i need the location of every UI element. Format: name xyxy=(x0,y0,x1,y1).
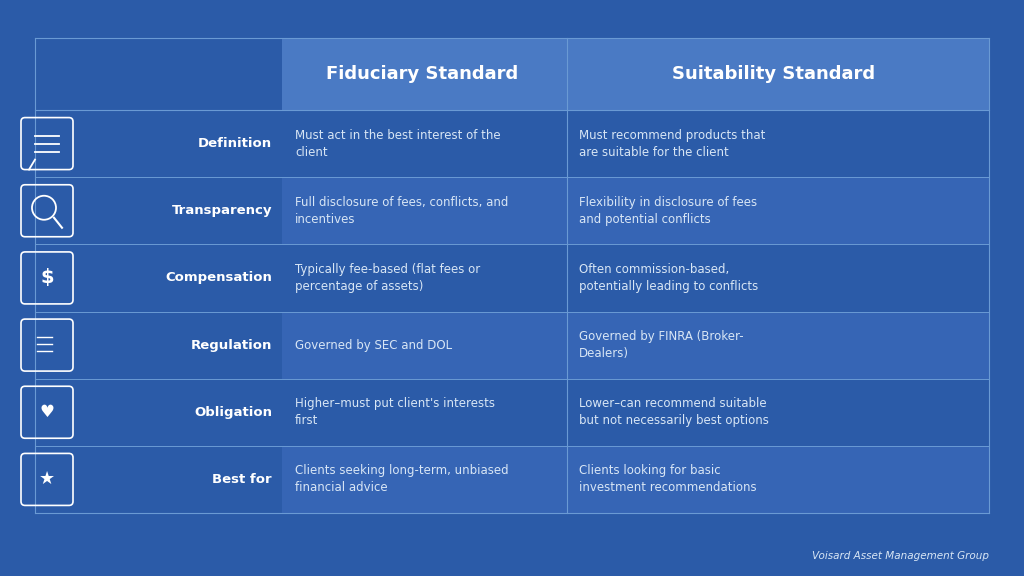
Text: Typically fee-based (flat fees or
percentage of assets): Typically fee-based (flat fees or percen… xyxy=(295,263,480,293)
Text: Obligation: Obligation xyxy=(194,406,272,419)
Text: Best for: Best for xyxy=(212,473,272,486)
Text: Often commission-based,
potentially leading to conflicts: Often commission-based, potentially lead… xyxy=(579,263,758,293)
Text: Must act in the best interest of the
client: Must act in the best interest of the cli… xyxy=(295,128,501,158)
Text: Clients looking for basic
investment recommendations: Clients looking for basic investment rec… xyxy=(579,464,757,494)
FancyBboxPatch shape xyxy=(282,244,989,312)
Text: Flexibility in disclosure of fees
and potential conflicts: Flexibility in disclosure of fees and po… xyxy=(579,196,757,226)
Text: Clients seeking long-term, unbiased
financial advice: Clients seeking long-term, unbiased fina… xyxy=(295,464,509,494)
Text: Compensation: Compensation xyxy=(165,271,272,285)
FancyBboxPatch shape xyxy=(282,378,989,446)
FancyBboxPatch shape xyxy=(282,312,989,378)
Text: Governed by FINRA (Broker-
Dealers): Governed by FINRA (Broker- Dealers) xyxy=(579,330,743,360)
Text: Full disclosure of fees, conflicts, and
incentives: Full disclosure of fees, conflicts, and … xyxy=(295,196,508,226)
Text: Lower–can recommend suitable
but not necessarily best options: Lower–can recommend suitable but not nec… xyxy=(579,397,769,427)
Text: Must recommend products that
are suitable for the client: Must recommend products that are suitabl… xyxy=(579,128,765,158)
Text: Higher–must put client's interests
first: Higher–must put client's interests first xyxy=(295,397,495,427)
Text: Transparency: Transparency xyxy=(171,204,272,217)
Text: Voisard Asset Management Group: Voisard Asset Management Group xyxy=(812,551,989,561)
FancyBboxPatch shape xyxy=(282,177,989,244)
Text: Fiduciary Standard: Fiduciary Standard xyxy=(327,65,518,83)
FancyBboxPatch shape xyxy=(282,38,989,110)
Text: Regulation: Regulation xyxy=(190,339,272,351)
Text: Definition: Definition xyxy=(198,137,272,150)
FancyBboxPatch shape xyxy=(282,110,989,177)
Text: $: $ xyxy=(40,268,54,287)
Text: Governed by SEC and DOL: Governed by SEC and DOL xyxy=(295,339,453,351)
Text: ★: ★ xyxy=(39,471,55,488)
Text: ♥: ♥ xyxy=(40,403,54,421)
Text: Suitability Standard: Suitability Standard xyxy=(673,65,876,83)
FancyBboxPatch shape xyxy=(282,446,989,513)
